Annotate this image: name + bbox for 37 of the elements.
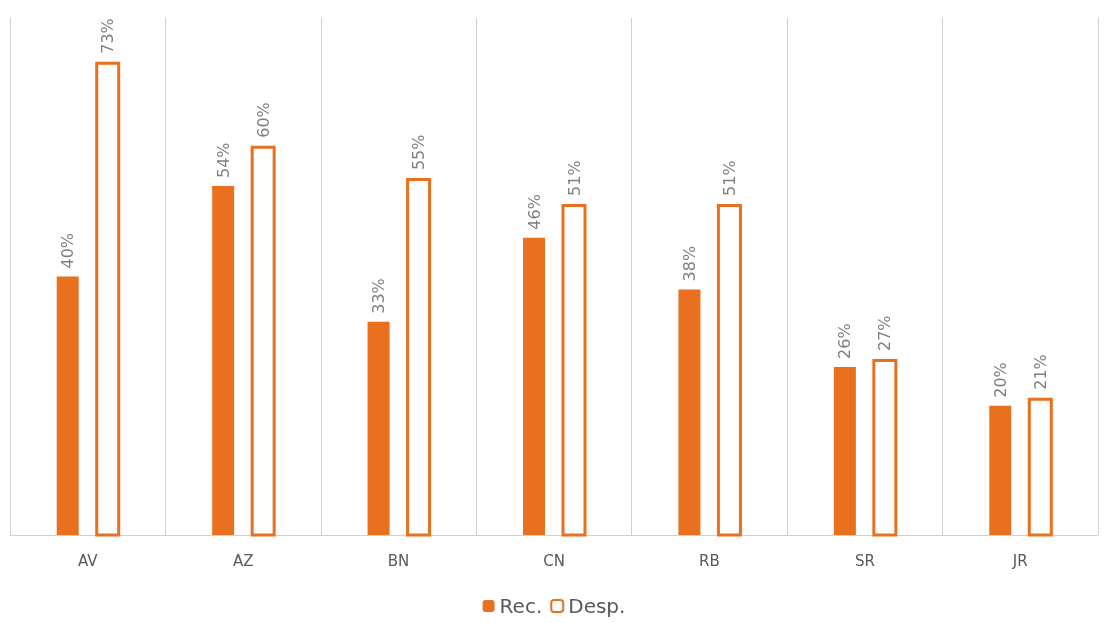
legend-label: Desp. [568,594,626,618]
x-tick-label: SR [854,551,875,570]
data-label: 20% [990,362,1010,398]
data-label: 27% [875,315,895,352]
data-label: 46% [524,194,544,230]
bar [872,359,898,537]
x-tick-label: JR [1011,551,1028,570]
data-label: 54% [213,142,233,179]
bar [561,203,587,537]
bar [523,237,545,535]
bar [212,186,235,535]
data-label: 40% [58,232,78,269]
data-label: 60% [253,102,273,138]
x-tick-label: RB [699,551,720,570]
data-label: 33% [369,278,389,314]
x-tick-label: BN [387,551,410,570]
data-label: 38% [679,245,699,282]
legend-label: Rec. [499,594,543,618]
data-label: 51% [564,160,584,196]
bar [406,178,432,537]
bar [56,276,79,535]
data-label: 21% [1030,354,1050,390]
bar [95,61,121,537]
bar [250,145,276,537]
data-label: 73% [98,18,118,54]
bar [833,366,856,535]
x-tick-label: AV [77,551,99,570]
x-tick-label: AZ [232,551,254,570]
bar [1027,397,1053,537]
bar [367,321,390,535]
data-label: 55% [409,134,429,171]
bar [678,289,701,535]
bar [989,405,1012,535]
bar [716,203,742,537]
data-label: 26% [835,323,855,359]
x-tick-label: CN [543,551,565,570]
data-label: 51% [719,160,739,196]
